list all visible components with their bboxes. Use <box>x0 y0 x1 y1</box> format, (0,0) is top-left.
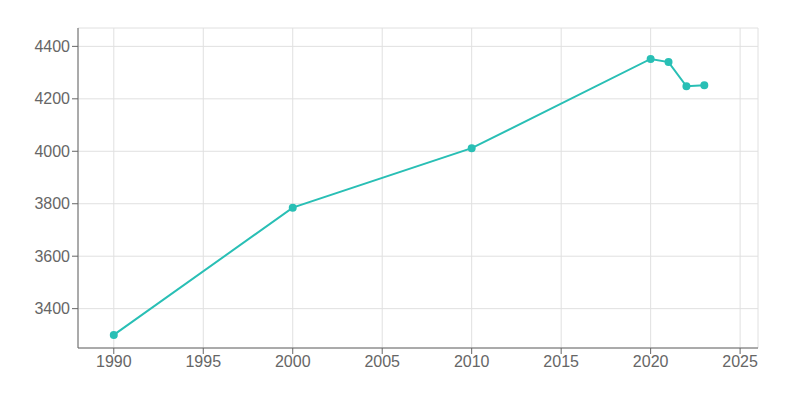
svg-text:4000: 4000 <box>34 143 70 160</box>
svg-text:2025: 2025 <box>722 353 758 370</box>
svg-text:4200: 4200 <box>34 90 70 107</box>
svg-text:3600: 3600 <box>34 248 70 265</box>
svg-text:1995: 1995 <box>185 353 221 370</box>
svg-text:3800: 3800 <box>34 195 70 212</box>
svg-text:2005: 2005 <box>364 353 400 370</box>
svg-text:2010: 2010 <box>454 353 490 370</box>
svg-text:4400: 4400 <box>34 38 70 55</box>
svg-text:2000: 2000 <box>275 353 311 370</box>
svg-text:1990: 1990 <box>96 353 132 370</box>
svg-text:3400: 3400 <box>34 300 70 317</box>
svg-text:2015: 2015 <box>543 353 579 370</box>
svg-text:2020: 2020 <box>633 353 669 370</box>
